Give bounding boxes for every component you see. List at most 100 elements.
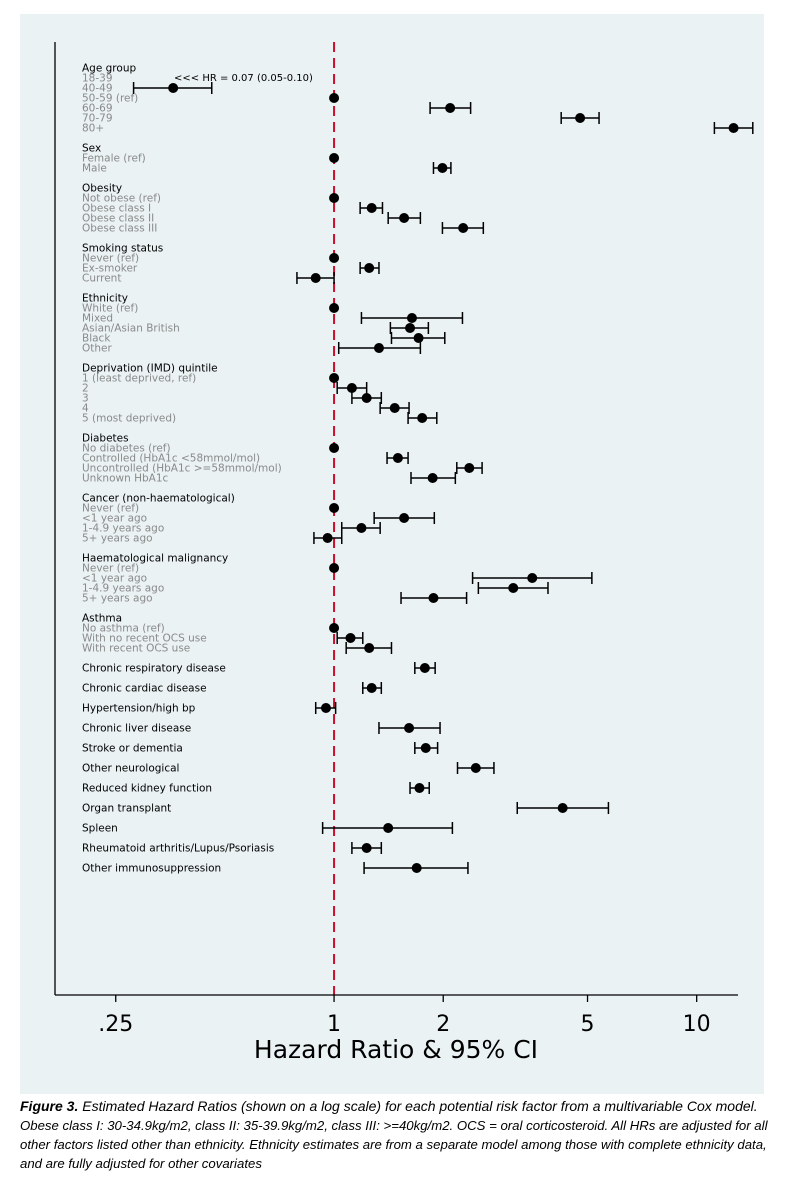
x-ticks: .25 1 2 5 10 — [98, 995, 711, 1037]
hr-point-organ-transplant — [557, 803, 568, 813]
hr-point-3 — [361, 393, 372, 403]
hr-point-hypertension-high-bp — [320, 703, 331, 713]
x-axis-label: Hazard Ratio & 95% CI — [254, 1035, 538, 1064]
hr-point-asian-asian-british — [405, 323, 416, 333]
hr-point-5-years-ago — [428, 593, 439, 603]
group-title: Diabetes — [82, 433, 129, 445]
row-label: 1 (least deprived, ref) — [82, 373, 196, 385]
row-label: 18-39 — [82, 73, 113, 85]
x-tick-label: 2 — [436, 1012, 450, 1037]
group-title: Cancer (non-haematological) — [82, 493, 235, 505]
group-title: Haematological malignancy — [82, 553, 228, 565]
hr-point-female-ref — [329, 153, 340, 163]
hr-point-chronic-liver-disease — [404, 723, 415, 733]
hr-point-current — [310, 273, 321, 283]
row-label: Obese class I — [82, 203, 151, 215]
row-label: 1-4.9 years ago — [82, 523, 164, 535]
x-tick-label: 10 — [683, 1012, 711, 1037]
hr-point-40-49 — [168, 83, 179, 93]
hr-point-black — [413, 333, 424, 343]
hr-point-other-immunosuppression — [411, 863, 422, 873]
row-label: Never (ref) — [82, 563, 139, 575]
row-label: Never (ref) — [82, 503, 139, 515]
row-label: Ex-smoker — [82, 263, 138, 275]
row-label: Not obese (ref) — [82, 193, 161, 205]
hr-point-no-diabetes-ref — [329, 443, 340, 453]
hr-point-with-recent-ocs-use — [364, 643, 375, 653]
hr-point-1-4-9-years-ago — [356, 523, 367, 533]
group-title: Sex — [82, 143, 101, 155]
group-title: Deprivation (IMD) quintile — [82, 363, 218, 375]
row-label: 5+ years ago — [82, 533, 153, 545]
hr-point-80 — [728, 123, 739, 133]
row-label: 40-49 — [82, 83, 113, 95]
row-label: Black — [82, 333, 111, 345]
row-label: Chronic liver disease — [82, 723, 191, 735]
row-label: Other neurological — [82, 763, 179, 775]
row-label: Female (ref) — [82, 153, 146, 165]
estimate-marks — [132, 82, 754, 874]
row-label: Asian/Asian British — [82, 323, 180, 335]
row-label: 2 — [82, 383, 89, 395]
row-label: 80+ — [82, 123, 104, 135]
row-label: White (ref) — [82, 303, 138, 315]
figure-caption: Figure 3. Estimated Hazard Ratios (shown… — [20, 1097, 784, 1173]
hr-point-spleen — [383, 823, 394, 833]
hr-point-1-least-deprived-ref — [329, 373, 340, 383]
row-label: 70-79 — [82, 113, 113, 125]
hr-point-obese-class-i — [366, 203, 377, 213]
row-label: 1-4.9 years ago — [82, 583, 164, 595]
hr-point-obese-class-iii — [458, 223, 469, 233]
hr-point-not-obese-ref — [329, 193, 340, 203]
x-tick-label: .25 — [98, 1012, 133, 1037]
hr-point-70-79 — [575, 113, 586, 123]
caption-figure-label: Figure 3. — [20, 1098, 79, 1114]
hr-point-other — [373, 343, 384, 353]
row-label: Stroke or dementia — [82, 743, 183, 755]
hr-point-male — [437, 163, 448, 173]
group-title: Obesity — [82, 183, 122, 195]
hr-point-1-year-ago — [527, 573, 538, 583]
row-label: With recent OCS use — [82, 643, 190, 655]
row-label: Current — [82, 273, 121, 285]
hr-point-60-69 — [445, 103, 456, 113]
hr-point-mixed — [406, 313, 417, 323]
row-label: Controlled (HbA1c <58mmol/mol) — [82, 453, 260, 465]
group-title: Ethnicity — [82, 293, 128, 305]
hr-point-white-ref — [329, 303, 340, 313]
group-title: Age group — [82, 63, 136, 75]
hr-point-stroke-or-dementia — [420, 743, 431, 753]
hr-point-controlled-hba1c-58mmol-mol — [392, 453, 403, 463]
row-label: Hypertension/high bp — [82, 703, 196, 715]
hr-point-with-no-recent-ocs-use — [345, 633, 356, 643]
row-label: Obese class III — [82, 223, 157, 235]
caption-note-text: Obese class I: 30-34.9kg/m2, class II: 3… — [20, 1118, 768, 1171]
hr-point-5-years-ago — [322, 533, 333, 543]
row-label: Mixed — [82, 313, 113, 325]
row-label: No diabetes (ref) — [82, 443, 171, 455]
row-label: Reduced kidney function — [82, 783, 212, 795]
row-label: Rheumatoid arthritis/Lupus/Psoriasis — [82, 843, 274, 855]
age-truncated-annotation: <<< HR = 0.07 (0.05-0.10) — [174, 73, 313, 84]
row-label: <1 year ago — [82, 573, 147, 585]
hr-point-reduced-kidney-function — [414, 783, 425, 793]
hr-point-1-year-ago — [399, 513, 410, 523]
hr-point-unknown-hba1c — [427, 473, 438, 483]
group-title: Asthma — [82, 613, 122, 625]
caption-main-text: Estimated Hazard Ratios (shown on a log … — [78, 1098, 758, 1114]
figure-panel — [20, 14, 764, 1094]
hr-point-5-most-deprived — [417, 413, 428, 423]
hr-point-chronic-respiratory-disease — [419, 663, 430, 673]
hr-point-50-59-ref — [329, 93, 340, 103]
row-label: 3 — [82, 393, 89, 405]
hr-point-ex-smoker — [364, 263, 375, 273]
hr-point-other-neurological — [470, 763, 481, 773]
row-label: Obese class II — [82, 213, 154, 225]
hr-point-4 — [389, 403, 400, 413]
row-label: 5 (most deprived) — [82, 413, 176, 425]
hr-point-never-ref — [329, 253, 340, 263]
x-tick-label: 5 — [581, 1012, 595, 1037]
hr-point-obese-class-ii — [399, 213, 410, 223]
